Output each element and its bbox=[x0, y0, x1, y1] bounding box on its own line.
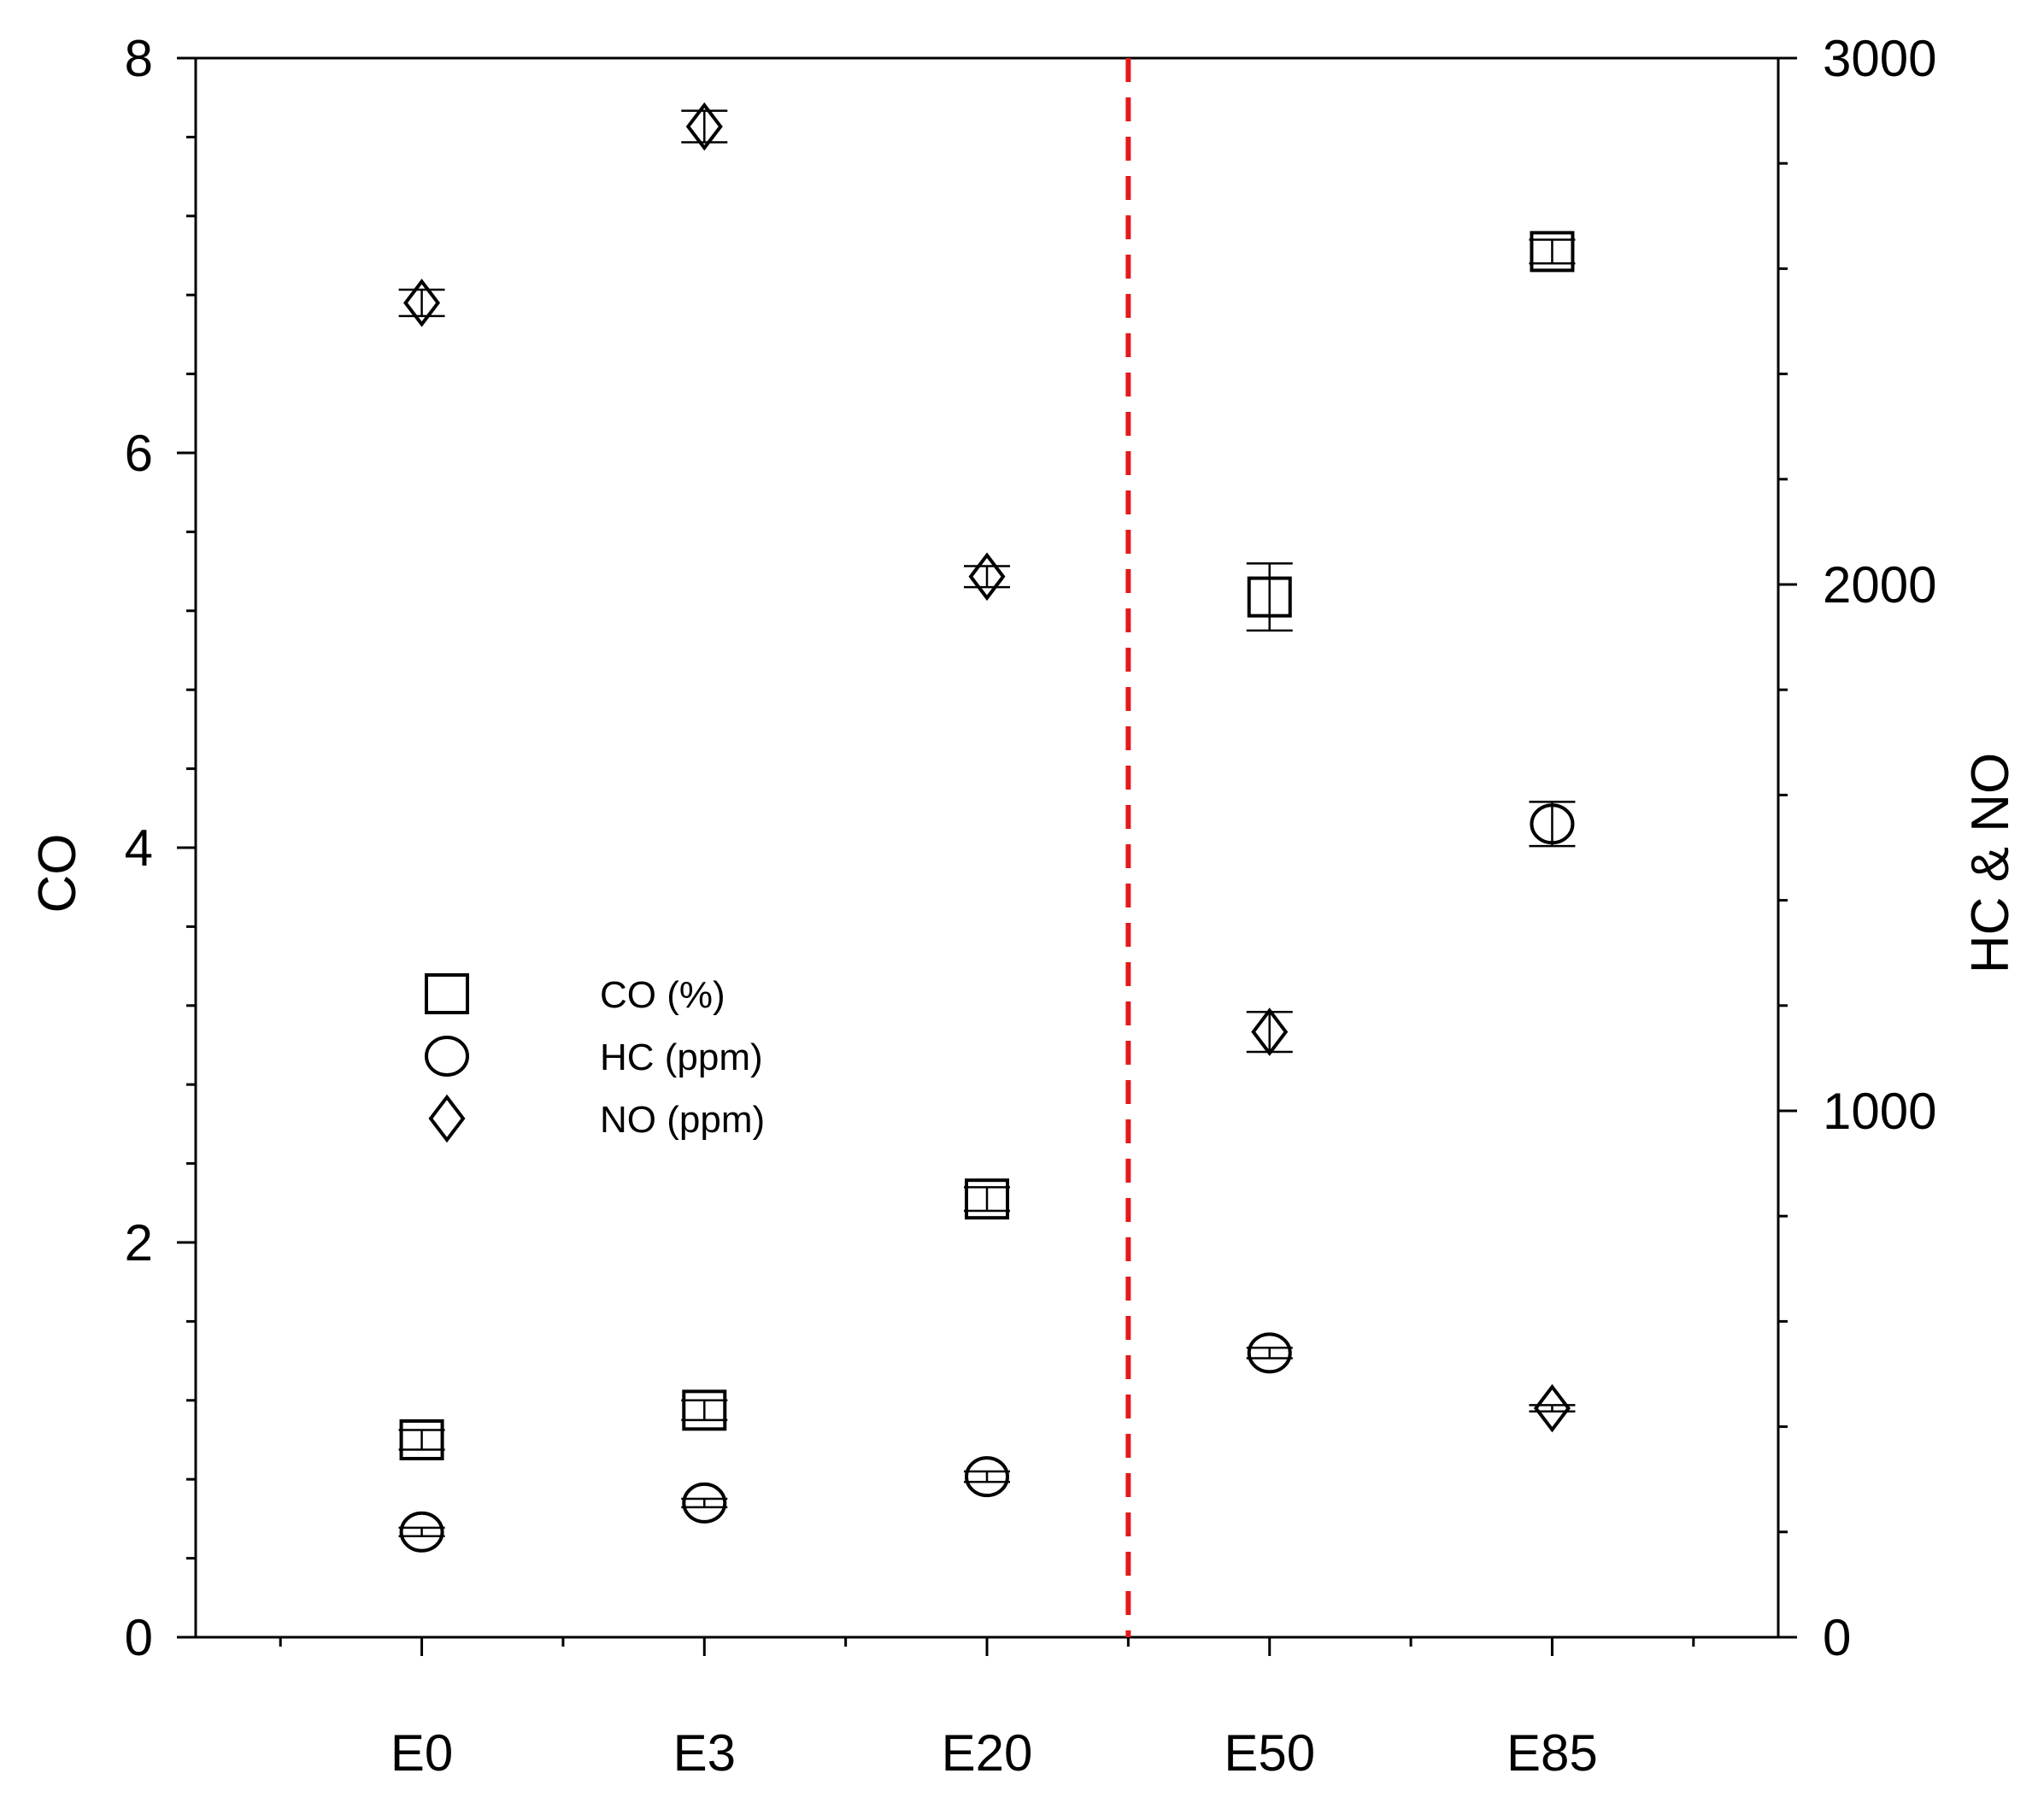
square-marker bbox=[965, 1178, 1009, 1220]
square-marker bbox=[1247, 576, 1292, 618]
square-point-E3 bbox=[681, 1389, 728, 1431]
diamond-point-E50 bbox=[1246, 1007, 1293, 1056]
y2-tick-label: 0 bbox=[1823, 1609, 1851, 1666]
x-tick-label: E85 bbox=[1507, 1724, 1598, 1782]
diamond-marker bbox=[1251, 1007, 1289, 1056]
square-point-E85 bbox=[1529, 231, 1576, 273]
circle-point-E50 bbox=[1246, 1332, 1293, 1374]
diamond-marker bbox=[968, 552, 1006, 602]
square-marker bbox=[682, 1389, 727, 1431]
circle-point-E3 bbox=[681, 1482, 728, 1524]
y-tick-label: 0 bbox=[125, 1609, 153, 1666]
y2-tick-label: 2000 bbox=[1823, 556, 1936, 614]
circle-marker bbox=[965, 1456, 1009, 1498]
y2-axis-label: HC & NO bbox=[1961, 753, 2020, 973]
diamond-point-E85 bbox=[1529, 1383, 1576, 1433]
legend: CO (%) HC (ppm) NO (ppm) bbox=[425, 973, 765, 1143]
legend-label: CO (%) bbox=[600, 974, 725, 1016]
diamond-marker bbox=[1533, 1383, 1571, 1433]
legend-label: NO (ppm) bbox=[600, 1099, 765, 1141]
square-point-E20 bbox=[964, 1178, 1010, 1220]
legend-circle-marker bbox=[425, 1036, 469, 1077]
diamond-point-E0 bbox=[398, 279, 445, 327]
legend-diamond-marker bbox=[428, 1094, 466, 1143]
circle-point-E0 bbox=[398, 1511, 445, 1553]
square-point-E0 bbox=[398, 1419, 445, 1460]
circle-marker bbox=[1247, 1332, 1292, 1374]
circle-marker bbox=[1530, 803, 1575, 845]
circle-point-E20 bbox=[964, 1456, 1010, 1498]
y-tick-label: 2 bbox=[125, 1214, 153, 1271]
x-tick-label: E20 bbox=[942, 1724, 1033, 1782]
axis-ticks: 0 2 4 6 8 0 1000 2000 3000 E0 E3 E20 E50 E85 bbox=[125, 30, 1937, 1782]
square-marker bbox=[399, 1419, 444, 1460]
square-point-E50 bbox=[1246, 562, 1293, 632]
y-axis-label: CO bbox=[28, 834, 87, 913]
x-tick-label: E0 bbox=[391, 1724, 453, 1782]
diamond-marker bbox=[403, 279, 441, 327]
y2-tick-label: 3000 bbox=[1823, 30, 1936, 87]
circle-marker bbox=[399, 1511, 444, 1553]
y-tick-label: 8 bbox=[125, 30, 153, 87]
square-marker bbox=[1530, 231, 1575, 273]
data-marks bbox=[398, 102, 1576, 1553]
diamond-point-E3 bbox=[681, 102, 728, 151]
x-tick-label: E50 bbox=[1224, 1724, 1315, 1782]
circle-marker bbox=[682, 1482, 727, 1524]
y-tick-label: 6 bbox=[125, 425, 153, 482]
circle-point-E85 bbox=[1529, 801, 1576, 848]
x-tick-label: E3 bbox=[673, 1724, 736, 1782]
legend-square-marker bbox=[425, 973, 469, 1014]
diamond-point-E20 bbox=[964, 552, 1010, 602]
y-tick-label: 4 bbox=[125, 819, 153, 877]
legend-label: HC (ppm) bbox=[600, 1037, 763, 1078]
diamond-marker bbox=[685, 102, 723, 151]
y2-tick-label: 1000 bbox=[1823, 1083, 1936, 1140]
